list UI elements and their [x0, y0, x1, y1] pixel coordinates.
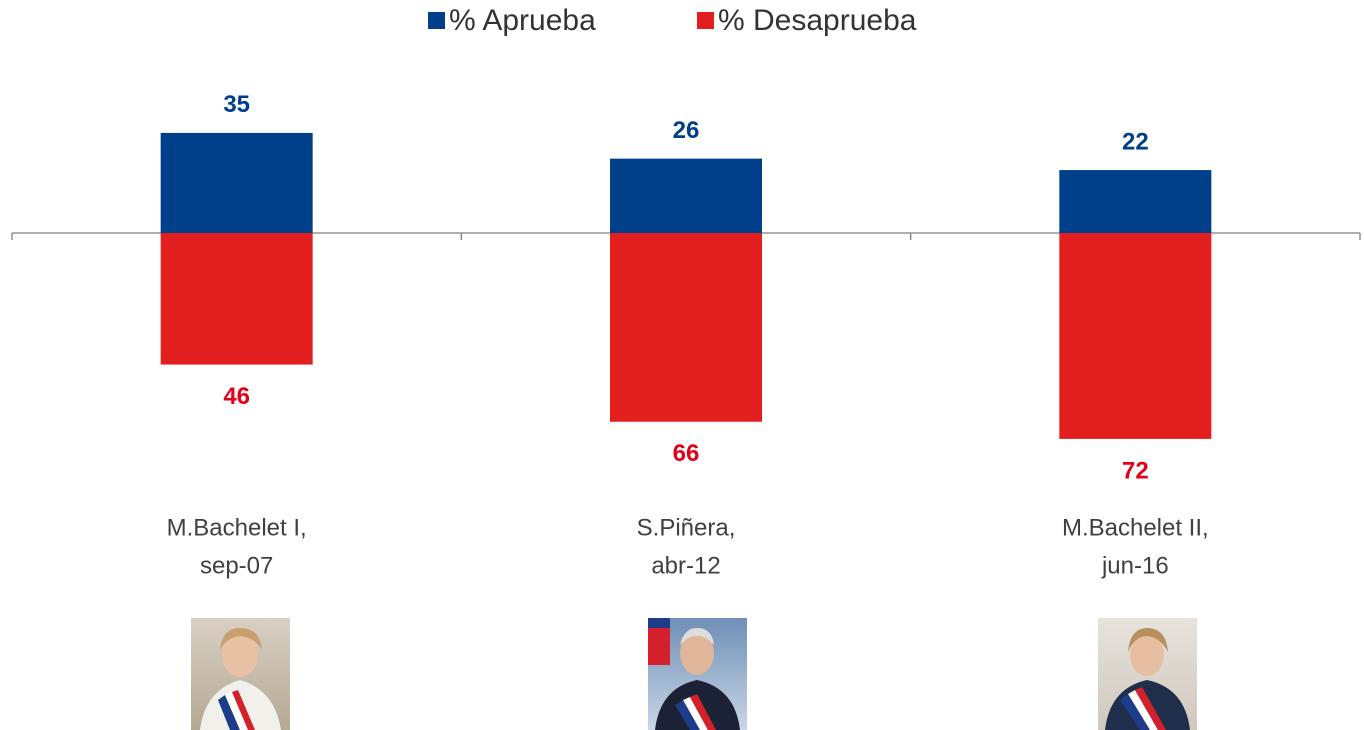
legend-swatch — [428, 12, 445, 29]
bar — [1059, 233, 1211, 439]
category-label: M.Bachelet I, — [167, 514, 307, 541]
portrait — [648, 618, 747, 730]
value-label: 66 — [673, 440, 700, 467]
bar — [161, 233, 313, 365]
category-label: abr-12 — [651, 552, 720, 579]
bar — [1059, 170, 1211, 233]
chart: % Aprueba % Desaprueba 35 46 M.Bachelet I, se… — [0, 0, 1364, 730]
portrait — [191, 618, 290, 730]
value-label: 22 — [1122, 128, 1149, 155]
bar — [610, 159, 762, 233]
portrait — [1098, 618, 1197, 730]
value-label: 46 — [223, 383, 250, 410]
value-label: 72 — [1122, 457, 1149, 484]
category-label: jun-16 — [1101, 552, 1169, 579]
bar — [161, 133, 313, 233]
portraits — [191, 618, 1197, 730]
category-label: sep-07 — [200, 552, 273, 579]
bar — [610, 233, 762, 422]
legend-swatch — [697, 12, 714, 29]
category-label: S.Piñera, — [637, 514, 736, 541]
legend-text: % Desaprueba — [718, 4, 917, 37]
category-label: M.Bachelet II, — [1062, 514, 1209, 541]
value-label: 26 — [673, 117, 700, 144]
value-label: 35 — [223, 91, 250, 118]
legend-text: % Aprueba — [449, 4, 596, 37]
